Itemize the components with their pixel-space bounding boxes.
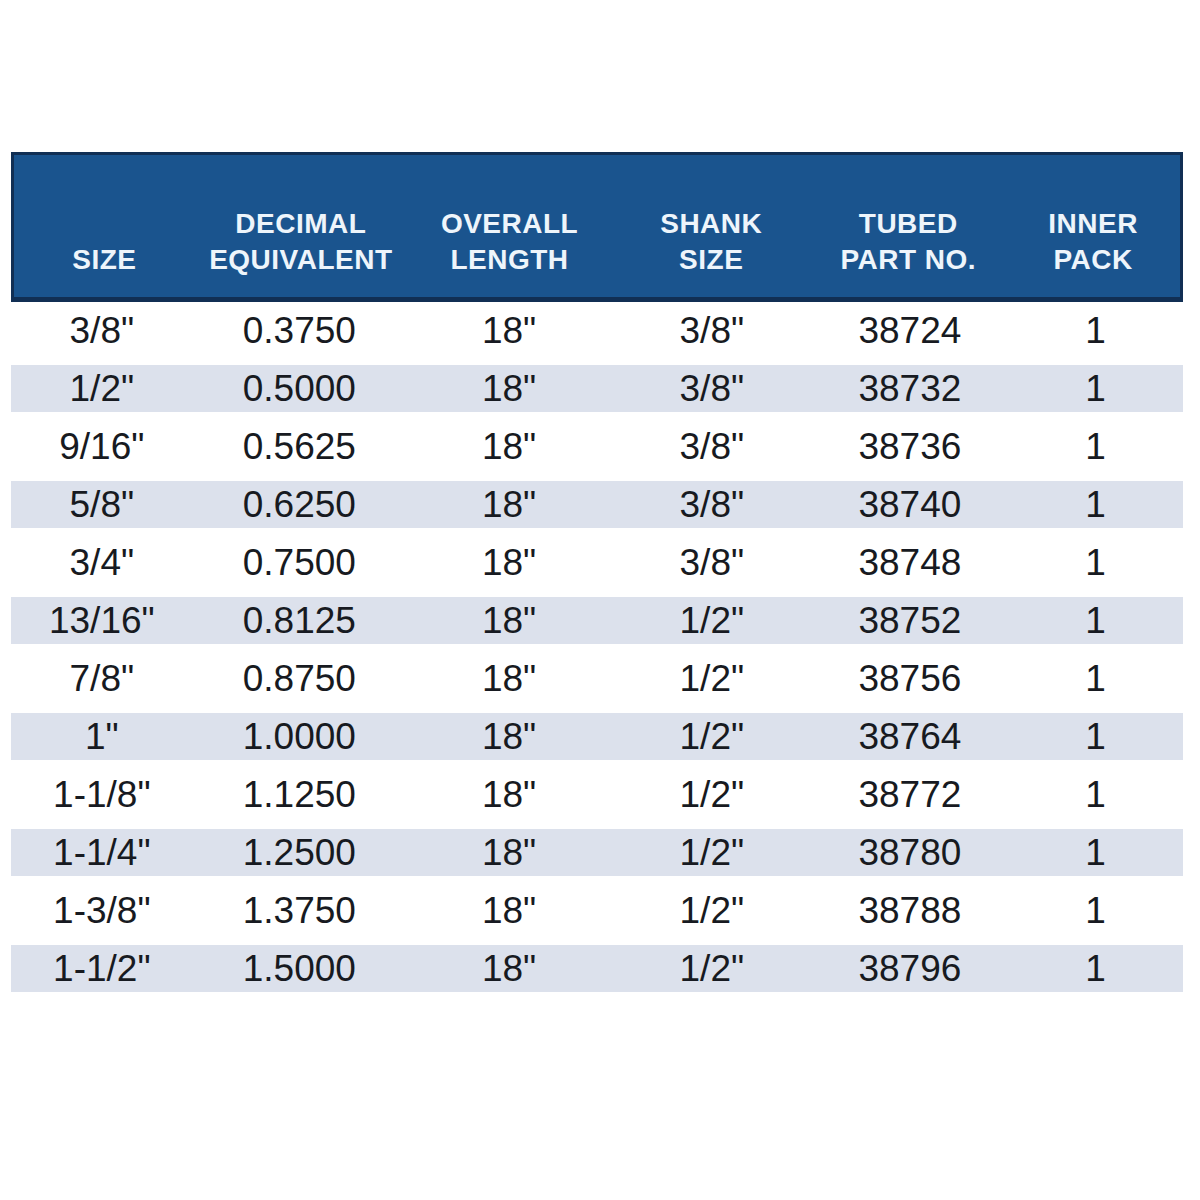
table-cell-inner_pack: 1 <box>1008 534 1183 592</box>
table-cell-decimal_equivalent: 0.8750 <box>193 650 406 708</box>
table-row: 7/8"0.875018"1/2"387561 <box>11 650 1183 708</box>
table-cell-inner_pack: 1 <box>1008 597 1183 644</box>
table-cell-tubed_part_no: 38780 <box>811 829 1008 876</box>
table-cell-inner_pack: 1 <box>1008 882 1183 940</box>
table-row: 1/2"0.500018"3/8"387321 <box>11 360 1183 418</box>
table-cell-shank_size: 1/2" <box>612 829 811 876</box>
table-cell-shank_size: 1/2" <box>612 713 811 760</box>
table-cell-tubed_part_no: 38764 <box>811 713 1008 760</box>
table-cell-tubed_part_no: 38748 <box>811 534 1008 592</box>
table-cell-overall_length: 18" <box>406 481 612 528</box>
table-cell-size: 1-1/4" <box>11 829 193 876</box>
table-cell-decimal_equivalent: 1.2500 <box>193 829 406 876</box>
table-row: 1"1.000018"1/2"387641 <box>11 708 1183 766</box>
table-cell-overall_length: 18" <box>406 945 612 992</box>
table-cell-decimal_equivalent: 0.8125 <box>193 597 406 644</box>
table-cell-shank_size: 3/8" <box>612 365 811 412</box>
table-cell-tubed_part_no: 38732 <box>811 365 1008 412</box>
table-cell-tubed_part_no: 38740 <box>811 481 1008 528</box>
table-cell-size: 1" <box>11 713 193 760</box>
table-cell-inner_pack: 1 <box>1008 766 1183 824</box>
column-header-size: SIZE <box>14 155 195 297</box>
table-cell-tubed_part_no: 38724 <box>811 302 1008 360</box>
table-cell-overall_length: 18" <box>406 713 612 760</box>
table-cell-tubed_part_no: 38788 <box>811 882 1008 940</box>
table-cell-size: 9/16" <box>11 418 193 476</box>
table-cell-size: 1/2" <box>11 365 193 412</box>
table-cell-size: 1-1/8" <box>11 766 193 824</box>
table-cell-overall_length: 18" <box>406 882 612 940</box>
table-row: 5/8"0.625018"3/8"387401 <box>11 476 1183 534</box>
table-cell-shank_size: 3/8" <box>612 534 811 592</box>
table-cell-decimal_equivalent: 1.3750 <box>193 882 406 940</box>
column-header-overall-length: OVERALL LENGTH <box>407 155 612 297</box>
table-cell-overall_length: 18" <box>406 365 612 412</box>
table-cell-overall_length: 18" <box>406 766 612 824</box>
table-row: 1-1/2"1.500018"1/2"387961 <box>11 940 1183 998</box>
table-cell-size: 7/8" <box>11 650 193 708</box>
table-cell-overall_length: 18" <box>406 597 612 644</box>
table-cell-tubed_part_no: 38756 <box>811 650 1008 708</box>
table-row: 3/4"0.750018"3/8"387481 <box>11 534 1183 592</box>
spec-table-header: SIZE DECIMAL EQUIVALENT OVERALL LENGTH S… <box>11 152 1183 302</box>
table-cell-size: 3/8" <box>11 302 193 360</box>
table-cell-overall_length: 18" <box>406 829 612 876</box>
page: SIZE DECIMAL EQUIVALENT OVERALL LENGTH S… <box>0 0 1200 1200</box>
column-header-tubed-part-no: TUBED PART NO. <box>810 155 1006 297</box>
table-cell-shank_size: 3/8" <box>612 481 811 528</box>
table-cell-overall_length: 18" <box>406 418 612 476</box>
table-row: 1-3/8"1.375018"1/2"387881 <box>11 882 1183 940</box>
table-cell-size: 1-1/2" <box>11 945 193 992</box>
column-header-shank-size: SHANK SIZE <box>612 155 810 297</box>
table-cell-size: 3/4" <box>11 534 193 592</box>
table-cell-inner_pack: 1 <box>1008 713 1183 760</box>
table-cell-decimal_equivalent: 1.5000 <box>193 945 406 992</box>
table-cell-decimal_equivalent: 0.6250 <box>193 481 406 528</box>
column-header-inner-pack: INNER PACK <box>1006 155 1180 297</box>
table-cell-shank_size: 3/8" <box>612 302 811 360</box>
table-cell-decimal_equivalent: 0.5000 <box>193 365 406 412</box>
table-cell-decimal_equivalent: 0.5625 <box>193 418 406 476</box>
table-cell-inner_pack: 1 <box>1008 650 1183 708</box>
table-cell-shank_size: 1/2" <box>612 597 811 644</box>
table-cell-tubed_part_no: 38796 <box>811 945 1008 992</box>
table-cell-shank_size: 1/2" <box>612 882 811 940</box>
table-cell-inner_pack: 1 <box>1008 302 1183 360</box>
table-cell-overall_length: 18" <box>406 650 612 708</box>
table-cell-overall_length: 18" <box>406 534 612 592</box>
table-cell-inner_pack: 1 <box>1008 418 1183 476</box>
table-cell-shank_size: 3/8" <box>612 418 811 476</box>
table-cell-inner_pack: 1 <box>1008 945 1183 992</box>
table-cell-overall_length: 18" <box>406 302 612 360</box>
table-row: 1-1/8"1.125018"1/2"387721 <box>11 766 1183 824</box>
table-row: 13/16"0.812518"1/2"387521 <box>11 592 1183 650</box>
table-cell-tubed_part_no: 38736 <box>811 418 1008 476</box>
column-header-decimal-equivalent: DECIMAL EQUIVALENT <box>195 155 407 297</box>
table-row: 3/8"0.375018"3/8"387241 <box>11 302 1183 360</box>
table-cell-inner_pack: 1 <box>1008 365 1183 412</box>
table-cell-decimal_equivalent: 1.0000 <box>193 713 406 760</box>
table-cell-inner_pack: 1 <box>1008 829 1183 876</box>
table-cell-decimal_equivalent: 0.7500 <box>193 534 406 592</box>
table-cell-shank_size: 1/2" <box>612 650 811 708</box>
table-cell-size: 13/16" <box>11 597 193 644</box>
table-cell-tubed_part_no: 38772 <box>811 766 1008 824</box>
table-cell-shank_size: 1/2" <box>612 945 811 992</box>
spec-table-body: 3/8"0.375018"3/8"3872411/2"0.500018"3/8"… <box>11 302 1183 998</box>
table-cell-tubed_part_no: 38752 <box>811 597 1008 644</box>
table-cell-size: 5/8" <box>11 481 193 528</box>
table-cell-shank_size: 1/2" <box>612 766 811 824</box>
spec-table: SIZE DECIMAL EQUIVALENT OVERALL LENGTH S… <box>11 152 1183 998</box>
table-cell-decimal_equivalent: 0.3750 <box>193 302 406 360</box>
table-cell-size: 1-3/8" <box>11 882 193 940</box>
table-row: 1-1/4"1.250018"1/2"387801 <box>11 824 1183 882</box>
table-cell-decimal_equivalent: 1.1250 <box>193 766 406 824</box>
table-cell-inner_pack: 1 <box>1008 481 1183 528</box>
table-row: 9/16"0.562518"3/8"387361 <box>11 418 1183 476</box>
